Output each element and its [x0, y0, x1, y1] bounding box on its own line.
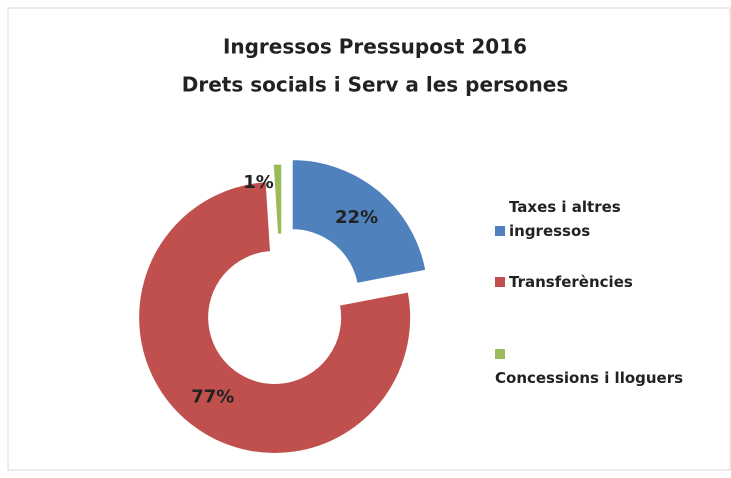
- data-label: 77%: [191, 386, 234, 407]
- donut-slice: [291, 159, 427, 284]
- legend-label: Concessions i lloguers: [495, 369, 684, 387]
- legend-item: Taxes i altres ingressos: [495, 195, 695, 243]
- donut-slice: [272, 163, 283, 235]
- legend-swatch: [495, 277, 505, 287]
- legend-item: Concessions i lloguers: [495, 342, 695, 390]
- chart-title: Ingressos Pressupost 2016: [223, 35, 527, 59]
- legend-swatch: [495, 226, 505, 236]
- legend-label: Transferències: [509, 273, 633, 291]
- legend-swatch: [495, 349, 505, 359]
- data-label: 22%: [335, 207, 378, 228]
- donut-slice: [138, 181, 412, 454]
- data-label: 1%: [243, 172, 274, 193]
- legend-label: Taxes i altres ingressos: [509, 198, 621, 240]
- legend-item: Transferències: [495, 270, 695, 294]
- chart-subtitle: Drets socials i Serv a les persones: [182, 73, 569, 97]
